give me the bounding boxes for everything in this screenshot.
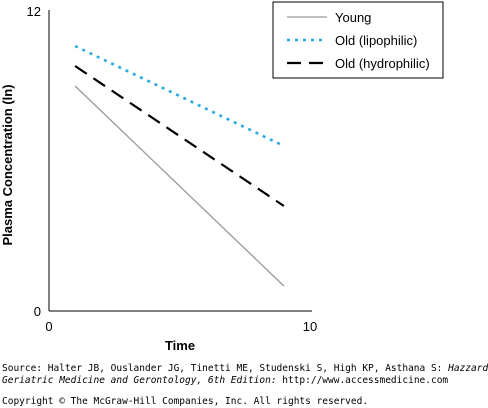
legend-items: Young Old (lipophilic) Old (hydrophilic) [287,10,430,71]
series-line-old-hydrophilic [74,65,285,207]
x-tick-left: 0 [45,319,52,334]
legend-label-old-hydrophilic: Old (hydrophilic) [335,56,430,71]
y-axis-title: Plasma Concentration (ln) [0,84,15,245]
legend-label-old-lipophilic: Old (lipophilic) [335,33,417,48]
y-tick-top: 12 [27,4,41,19]
series-line-young [74,85,285,287]
copyright-text: Copyright © The McGraw-Hill Companies, I… [2,396,369,407]
legend-label-young: Young [335,10,371,25]
series-line-old-lipophilic [74,44,285,148]
legend-box [272,1,444,79]
source-citation-line2: Geriatric Medicine and Gerontology, 6th … [2,375,448,387]
source-title-1: Hazzard's [448,363,488,374]
source-url: http://www.accessmedicine.com [276,375,449,386]
legend: Young Old (lipophilic) Old (hydrophilic) [272,1,444,79]
copyright: Copyright © The McGraw-Hill Companies, I… [2,396,368,408]
x-tick-right: 10 [303,319,317,334]
source-prefix: Source: Halter JB, Ouslander JG, Tinetti… [2,363,449,374]
x-axis-title: Time [165,338,195,353]
chart: 12 0 0 10 Time Plasma Concentration (ln)… [0,1,444,353]
source-citation: Source: Halter JB, Ouslander JG, Tinetti… [2,363,488,375]
source-title-2: Geriatric Medicine and Gerontology, 6th … [2,375,277,386]
y-tick-bottom: 0 [34,304,41,319]
series-layer [74,44,285,287]
